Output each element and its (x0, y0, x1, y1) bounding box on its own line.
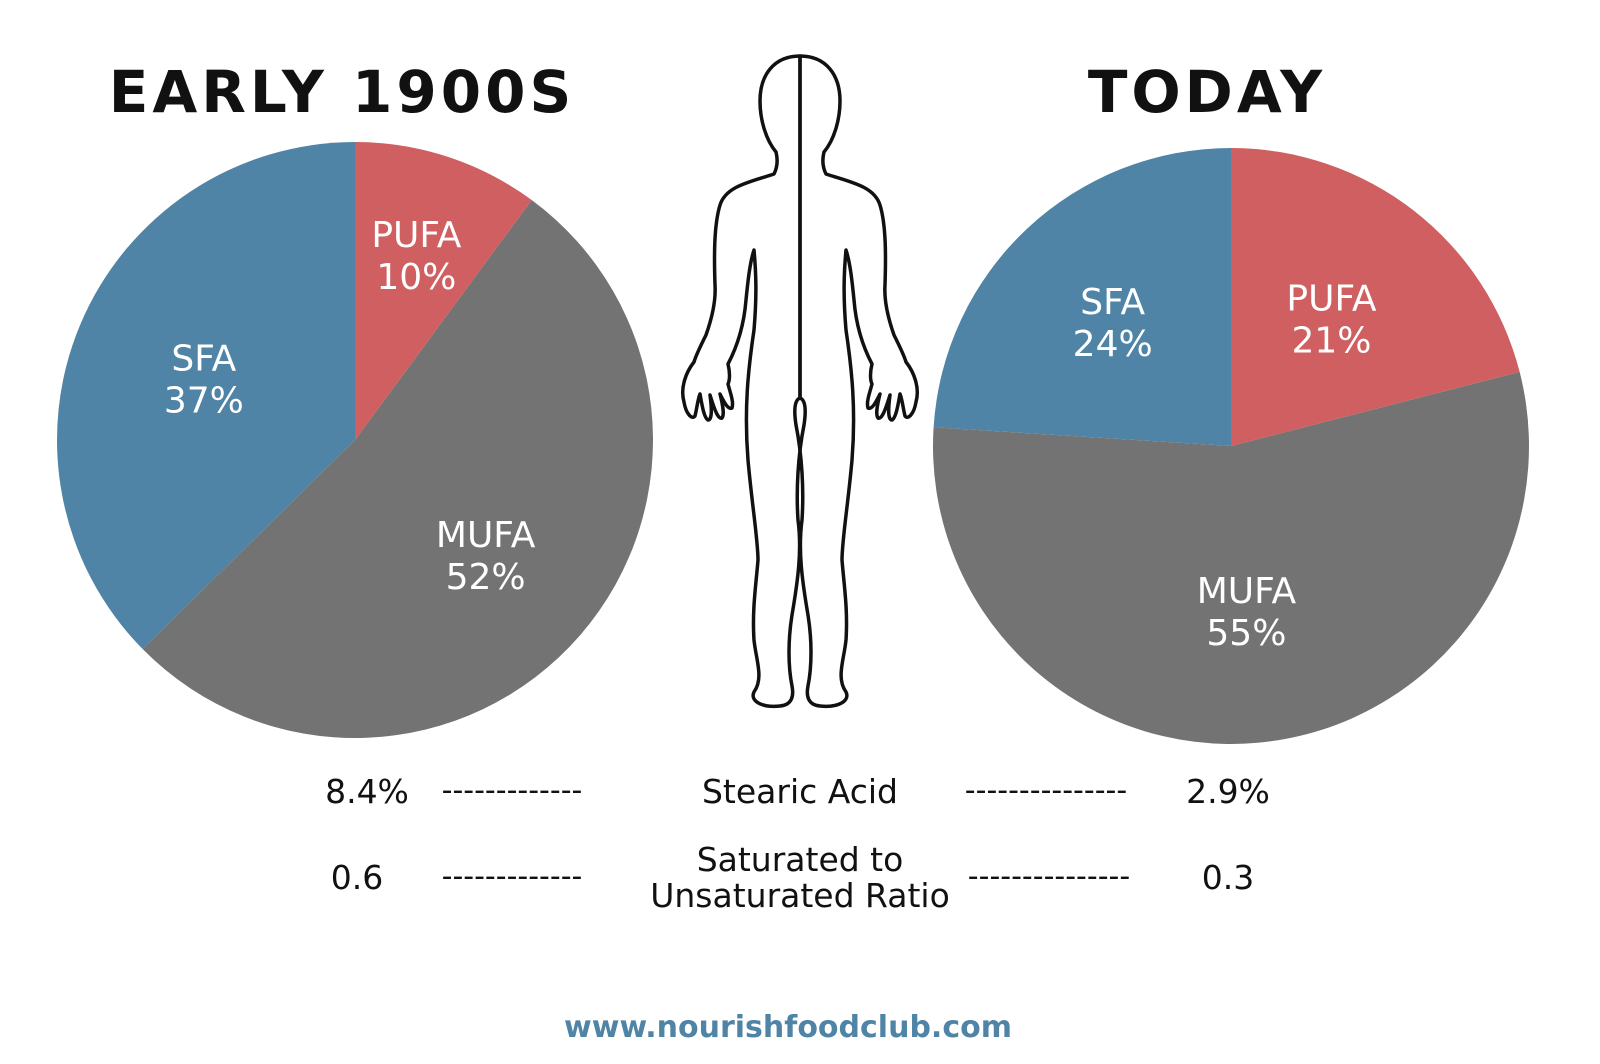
slice-label-mufa-today: MUFA (1197, 571, 1297, 612)
slice-label-sfa-today: SFA (1080, 282, 1145, 323)
metric-label-ratio-line-1: Saturated to (697, 840, 904, 879)
pie-slice-pufa-today (1231, 148, 1520, 446)
slice-label-pufa-today: PUFA (1286, 278, 1376, 319)
comparison-row-stearic-acid: 8.4% ------------- Stearic Acid --------… (325, 772, 1270, 811)
dash-leader-left: ------------- (442, 773, 583, 808)
early-1900s-stearic-acid-value: 8.4% (325, 772, 409, 811)
slice-value-mufa-today: 55% (1206, 613, 1286, 654)
slice-value-pufa-today: 21% (1291, 320, 1371, 361)
chart-title-today: TODAY (1088, 58, 1326, 126)
today-stearic-acid-value: 2.9% (1186, 772, 1270, 811)
comparison-row-saturated-ratio: 0.6 ------------- Saturated to Unsaturat… (331, 840, 1254, 915)
slice-value-sfa-today: 24% (1073, 324, 1153, 365)
slice-value-pufa-early-1900s: 10% (376, 257, 456, 298)
metric-label-ratio-line-2: Unsaturated Ratio (650, 876, 950, 915)
dash-leader-right: --------------- (965, 773, 1127, 808)
website-link[interactable]: www.nourishfoodclub.com (564, 1010, 1012, 1045)
slice-label-sfa-early-1900s: SFA (171, 339, 236, 380)
early-1900s-ratio-value: 0.6 (331, 858, 383, 897)
metric-label-stearic-acid: Stearic Acid (702, 772, 898, 811)
dash-leader-left: ------------- (442, 859, 583, 894)
slice-value-sfa-early-1900s: 37% (164, 381, 244, 422)
today-ratio-value: 0.3 (1202, 858, 1254, 897)
pie-slice-mufa-early-1900s (142, 200, 654, 738)
pie-slice-sfa-early-1900s (56, 142, 356, 650)
pie-slice-mufa-today (933, 371, 1529, 744)
chart-title-early-1900s: EARLY 1900S (109, 58, 575, 126)
comparison-table: 8.4% ------------- Stearic Acid --------… (325, 772, 1270, 915)
human-body-outline-icon (681, 54, 919, 709)
slice-value-mufa-early-1900s: 52% (446, 557, 526, 598)
slice-label-pufa-early-1900s: PUFA (371, 215, 461, 256)
pie-slice-sfa-today (933, 148, 1231, 446)
dash-leader-right: --------------- (968, 859, 1130, 894)
slice-label-mufa-early-1900s: MUFA (436, 515, 536, 556)
pie-slice-pufa-early-1900s (355, 142, 532, 440)
